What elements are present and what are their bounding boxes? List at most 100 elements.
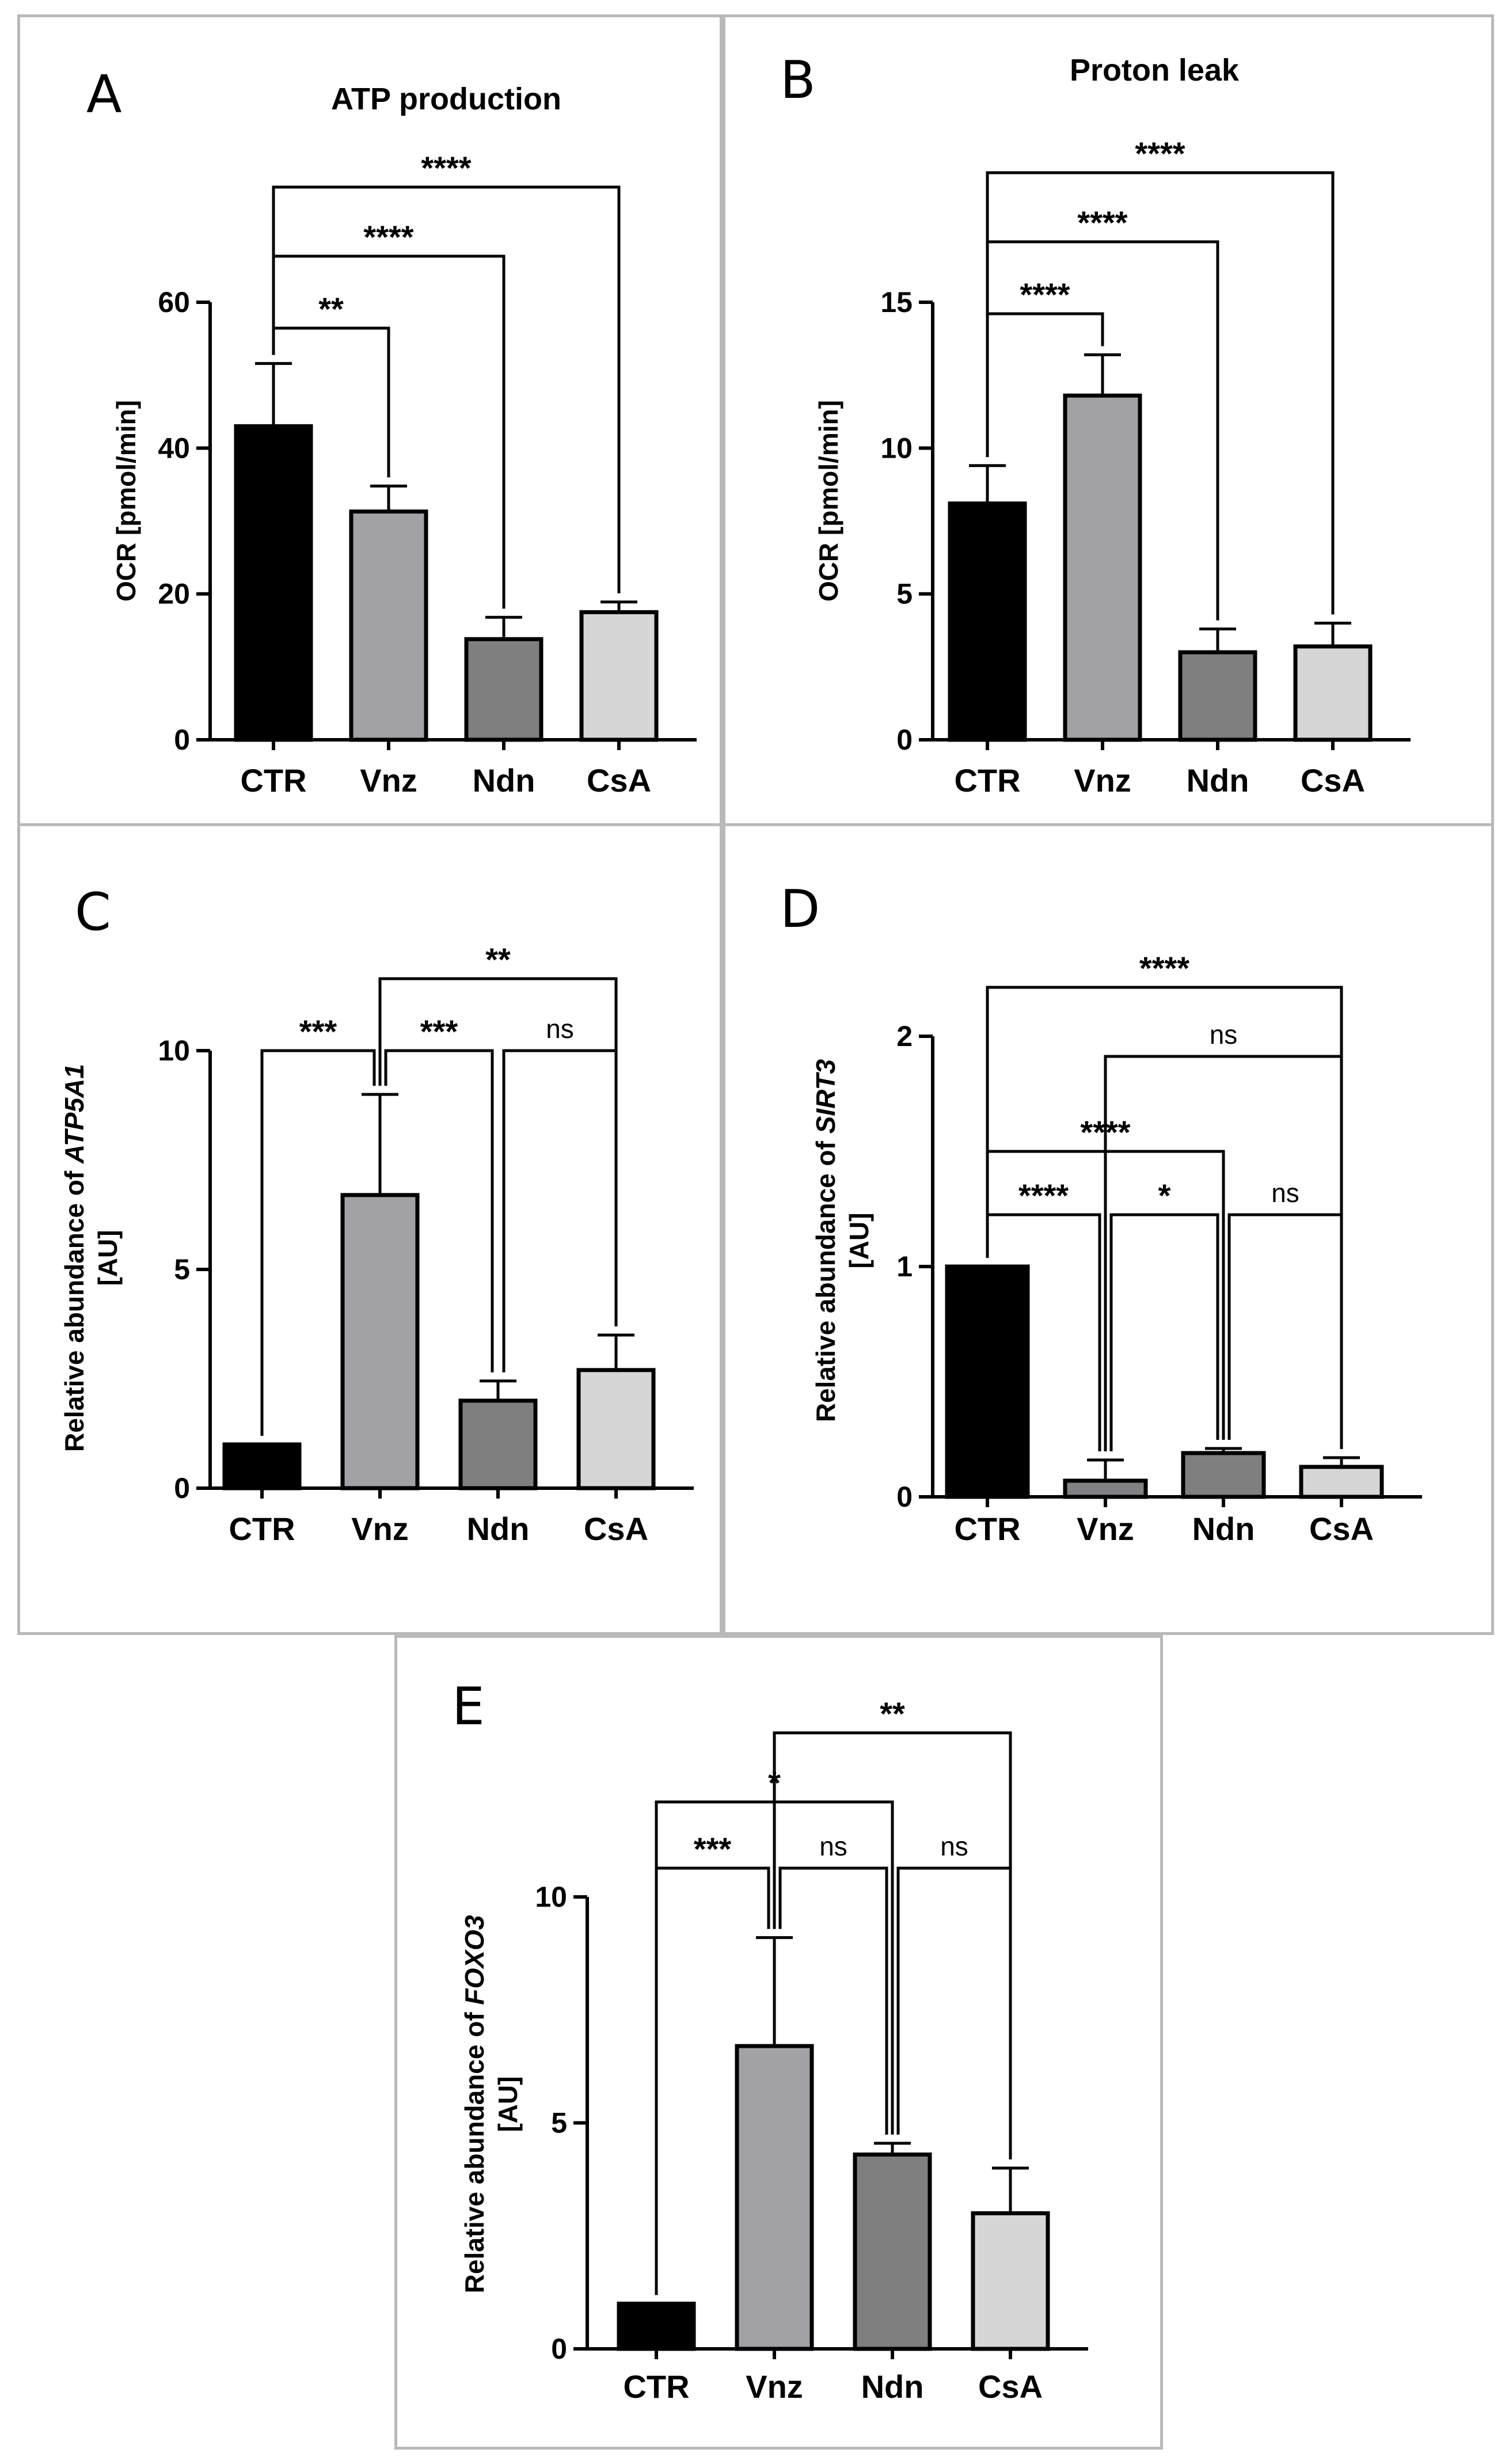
y-tick-label: 0 — [174, 1472, 190, 1504]
bar-ctr — [945, 1264, 1030, 1499]
significance-label: **** — [1018, 1177, 1069, 1214]
y-axis-label: Relative abundance of ATP5A1 — [59, 1064, 89, 1452]
y-tick-label: 0 — [896, 1481, 913, 1513]
bar-vnz — [1063, 1478, 1148, 1499]
significance-label: ns — [1210, 1020, 1238, 1050]
bar-ndn — [1181, 1451, 1266, 1499]
significance-label: **** — [1135, 135, 1185, 172]
chart-b: B Proton leak 0 5 10 15 CTR Vnz Ndn CsA OCR [pmol/… — [780, 50, 1411, 798]
significance-label: **** — [421, 150, 471, 186]
y-tick-label: 2 — [896, 1020, 913, 1052]
category-label: CsA — [1309, 1511, 1374, 1547]
significance-bracket — [260, 1049, 376, 1436]
y-axis-label-unit: [AU] — [93, 1230, 123, 1286]
significance-bracket — [384, 1049, 494, 1372]
significance-label: ns — [819, 1831, 847, 1861]
y-tick-label: 15 — [880, 286, 913, 318]
bar-ctr — [234, 424, 313, 742]
bar-csa — [971, 2211, 1050, 2351]
panel-c: C 0 5 10 CTR Vnz Ndn CsA Relative abundance of A… — [17, 823, 723, 1635]
y-tick-label: 5 — [551, 2107, 567, 2139]
chart-title: Proton leak — [1070, 53, 1240, 88]
category-label: Ndn — [1187, 762, 1249, 798]
significance-label: **** — [363, 219, 413, 255]
panel-b: B Proton leak 0 5 10 15 CTR Vnz Ndn CsA OCR [pmol/… — [723, 14, 1494, 826]
significance-label: ns — [546, 1014, 574, 1044]
category-label: Vnz — [1074, 762, 1131, 798]
bar-csa — [576, 1368, 656, 1490]
chart-e: E 0 5 10 CTR Vnz Ndn CsA Relative abundance of F… — [452, 1676, 1088, 2405]
y-tick-label: 10 — [535, 1881, 567, 1913]
panel-a: A ATP production 0 20 40 60 CTR Vnz Ndn CsA OCR [p… — [17, 14, 723, 826]
y-tick-label: 0 — [896, 724, 913, 756]
y-tick-label: 5 — [174, 1253, 190, 1286]
category-label: CTR — [954, 1511, 1020, 1547]
category-label: Vnz — [746, 2368, 803, 2405]
significance-label: ns — [1271, 1178, 1299, 1208]
category-label: CsA — [584, 1511, 648, 1547]
significance-label: **** — [1139, 950, 1189, 986]
category-label: CTR — [229, 1511, 295, 1547]
significance-label: ** — [485, 941, 511, 978]
y-tick-label: 0 — [174, 724, 190, 756]
panel-label: C — [75, 882, 111, 942]
y-tick-label: 60 — [158, 286, 190, 318]
category-label: Ndn — [467, 1511, 530, 1547]
panel-label: B — [780, 50, 816, 111]
bar-ndn — [1178, 650, 1257, 742]
bar-ctr — [617, 2302, 696, 2351]
significance-bracket — [986, 171, 1335, 615]
category-label: Ndn — [861, 2368, 924, 2405]
y-axis-label: Relative abundance of SIRT3 — [811, 1059, 841, 1422]
bar-ctr — [222, 1442, 302, 1490]
significance-bracket — [896, 1866, 1012, 2159]
significance-label: *** — [299, 1013, 337, 1050]
significance-bracket — [1227, 1213, 1343, 1449]
panel-e: E 0 5 10 CTR Vnz Ndn CsA Relative abundance of F… — [394, 1635, 1163, 2450]
significance-label: *** — [420, 1013, 458, 1050]
category-label: Vnz — [351, 1511, 409, 1547]
y-axis-label-unit: [AU] — [844, 1212, 874, 1268]
chart-d: D 0 1 2 CTR Vnz Ndn CsA Relative abundance of SI… — [780, 879, 1422, 1547]
significance-bracket — [773, 1731, 1012, 2159]
panel-d: D 0 1 2 CTR Vnz Ndn CsA Relative abundance of SI… — [723, 823, 1494, 1635]
bar-csa — [579, 610, 659, 742]
y-axis-label: OCR [pmol/min] — [111, 400, 141, 602]
bar-vnz — [735, 2044, 814, 2351]
panel-label: E — [452, 1676, 485, 1737]
significance-bracket — [272, 185, 621, 594]
panel-label: D — [780, 879, 820, 940]
y-axis-label: Relative abundance of FOXO3 — [459, 1915, 489, 2293]
bar-vnz — [349, 509, 428, 742]
significance-label: ** — [318, 291, 344, 327]
category-label: Vnz — [360, 762, 417, 798]
category-label: Ndn — [1192, 1511, 1255, 1547]
y-axis-label-unit: [AU] — [493, 2076, 523, 2132]
y-tick-label: 20 — [158, 578, 190, 610]
y-tick-label: 1 — [896, 1250, 913, 1283]
category-label: CTR — [240, 762, 306, 798]
category-label: Vnz — [1077, 1511, 1134, 1547]
category-label: CsA — [587, 762, 651, 798]
significance-bracket — [378, 977, 618, 1326]
significance-label: *** — [694, 1831, 732, 1867]
bar-vnz — [340, 1193, 420, 1490]
chart-title: ATP production — [331, 82, 561, 116]
significance-bracket — [986, 986, 1343, 1449]
bar-ndn — [458, 1398, 538, 1490]
bar-vnz — [1063, 393, 1142, 742]
chart-a: A ATP production 0 20 40 60 CTR Vnz Ndn CsA OCR [p… — [86, 64, 697, 798]
significance-label: **** — [1077, 204, 1127, 241]
category-label: CsA — [1301, 762, 1365, 798]
y-tick-label: 10 — [880, 432, 913, 464]
y-tick-label: 10 — [158, 1035, 190, 1067]
significance-label: ** — [880, 1695, 905, 1732]
significance-label: * — [1158, 1177, 1171, 1214]
category-label: CsA — [978, 2368, 1043, 2405]
panel-label: A — [86, 64, 122, 125]
category-label: CTR — [623, 2368, 689, 2405]
y-tick-label: 0 — [551, 2333, 567, 2365]
bar-csa — [1293, 644, 1373, 742]
significance-bracket — [1109, 1213, 1219, 1451]
y-axis-label: OCR [pmol/min] — [814, 400, 843, 602]
